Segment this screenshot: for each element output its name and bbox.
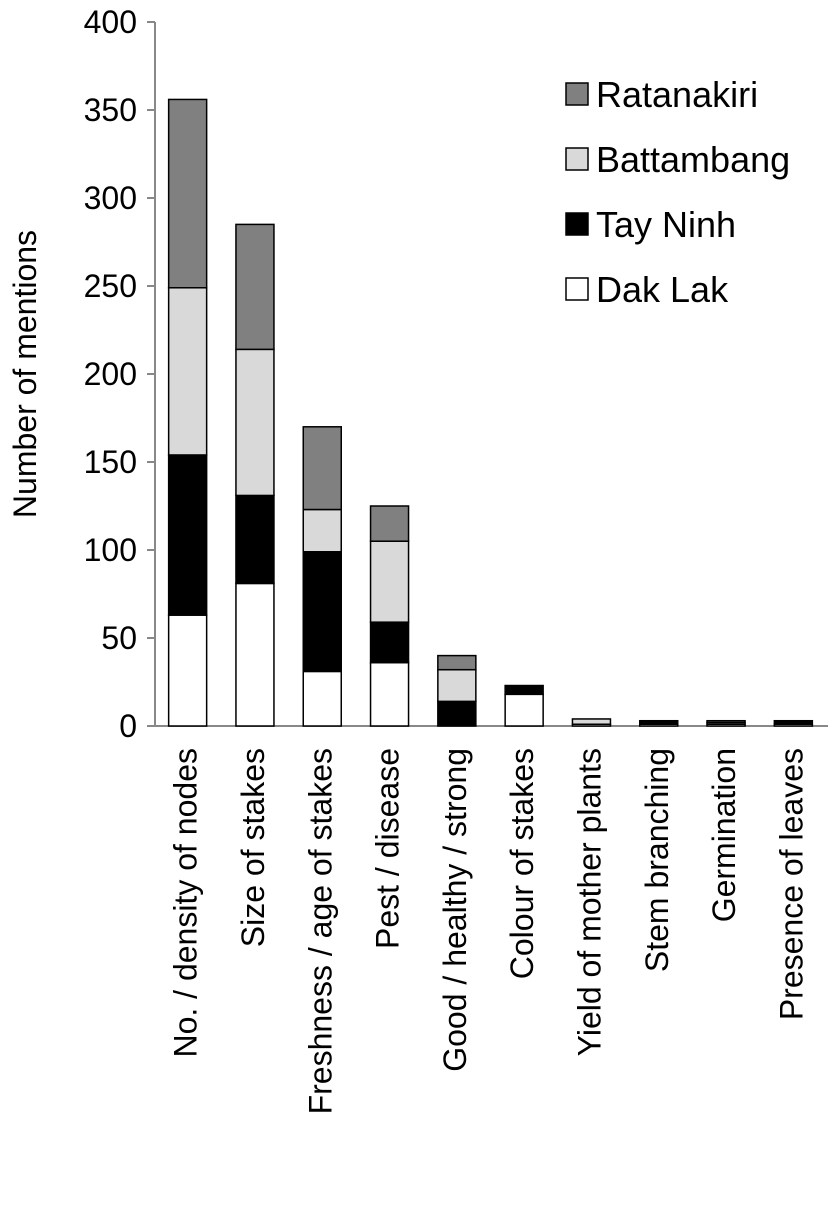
legend-label-dak-lak: Dak Lak [596,269,729,310]
legend-swatch-dak-lak [565,277,589,301]
y-tick-label: 0 [119,708,137,744]
legend-swatch-battambang [565,147,589,171]
bar-segment-battambang-no-density-of-nodes [167,287,208,456]
bar-segment-ratanakiri-no-density-of-nodes [167,98,208,289]
bar-segment-battambang-yield-of-mother-plants [571,718,612,725]
bar-segment-dak-lak-no-density-of-nodes [167,614,208,727]
bar-segment-dak-lak-pest-disease [369,661,410,727]
bar-segment-tay-ninh-stem-branching [639,719,679,725]
bar-segment-dak-lak-freshness-age-of-stakes [302,670,342,727]
bar-segment-tay-ninh-size-of-stakes [235,494,275,585]
bar-segment-battambang-pest-disease [369,540,410,623]
y-tick-label: 100 [84,532,137,568]
bar-segment-tay-ninh-colour-of-stakes [504,684,544,696]
legend-label-tay-ninh: Tay Ninh [596,204,736,245]
x-category-label: Freshness / age of stakes [302,748,338,1114]
bar-segment-battambang-size-of-stakes [235,348,275,497]
bar-segment-battambang-freshness-age-of-stakes [302,508,342,553]
legend-swatch-ratanakiri [565,82,589,106]
y-ticks: 0 50 100 150 200 250 300 350 400 [84,4,155,744]
y-tick-label: 250 [84,268,137,304]
bars [167,98,814,727]
bar-segment-ratanakiri-germination [706,719,746,724]
legend-label-ratanakiri: Ratanakiri [596,74,758,115]
bar-segment-battambang-good-healthy-strong [437,668,477,703]
bar-segment-dak-lak-colour-of-stakes [504,693,544,727]
bar-segment-tay-ninh-no-density-of-nodes [167,454,208,616]
y-tick-label: 350 [84,92,137,128]
bar-segment-ratanakiri-good-healthy-strong [437,654,477,671]
x-category-label: No. / density of nodes [168,748,204,1058]
bar-segment-ratanakiri-size-of-stakes [235,223,275,351]
y-tick-label: 300 [84,180,137,216]
y-tick-label: 150 [84,444,137,480]
bar-segment-ratanakiri-freshness-age-of-stakes [302,426,342,511]
x-category-label: Germination [706,748,742,922]
x-category-label: Presence of leaves [773,748,809,1020]
x-category-label: Good / healthy / strong [437,748,473,1072]
bar-segment-tay-ninh-presence-of-leaves [773,719,814,725]
bar-segment-ratanakiri-pest-disease [369,505,410,542]
bar-segment-tay-ninh-pest-disease [369,621,410,664]
x-category-label: Yield of mother plants [571,748,607,1056]
legend: Ratanakiri Battambang Tay Ninh Dak Lak [565,74,790,310]
legend-label-battambang: Battambang [596,139,790,180]
x-category-label: Pest / disease [370,748,406,949]
bar-segment-dak-lak-size-of-stakes [235,582,275,727]
legend-swatch-tay-ninh [565,212,589,236]
bar-segment-tay-ninh-good-healthy-strong [437,700,477,727]
y-tick-label: 200 [84,356,137,392]
y-tick-label: 400 [84,4,137,40]
x-category-label: Stem branching [639,748,675,972]
x-category-label: Size of stakes [235,748,271,947]
x-category-labels: No. / density of nodes Size of stakes Fres… [168,748,810,1114]
y-tick-label: 50 [101,620,137,656]
bar-segment-tay-ninh-freshness-age-of-stakes [302,551,342,673]
x-category-label: Colour of stakes [504,748,540,979]
y-axis-title: Number of mentions [7,230,43,518]
